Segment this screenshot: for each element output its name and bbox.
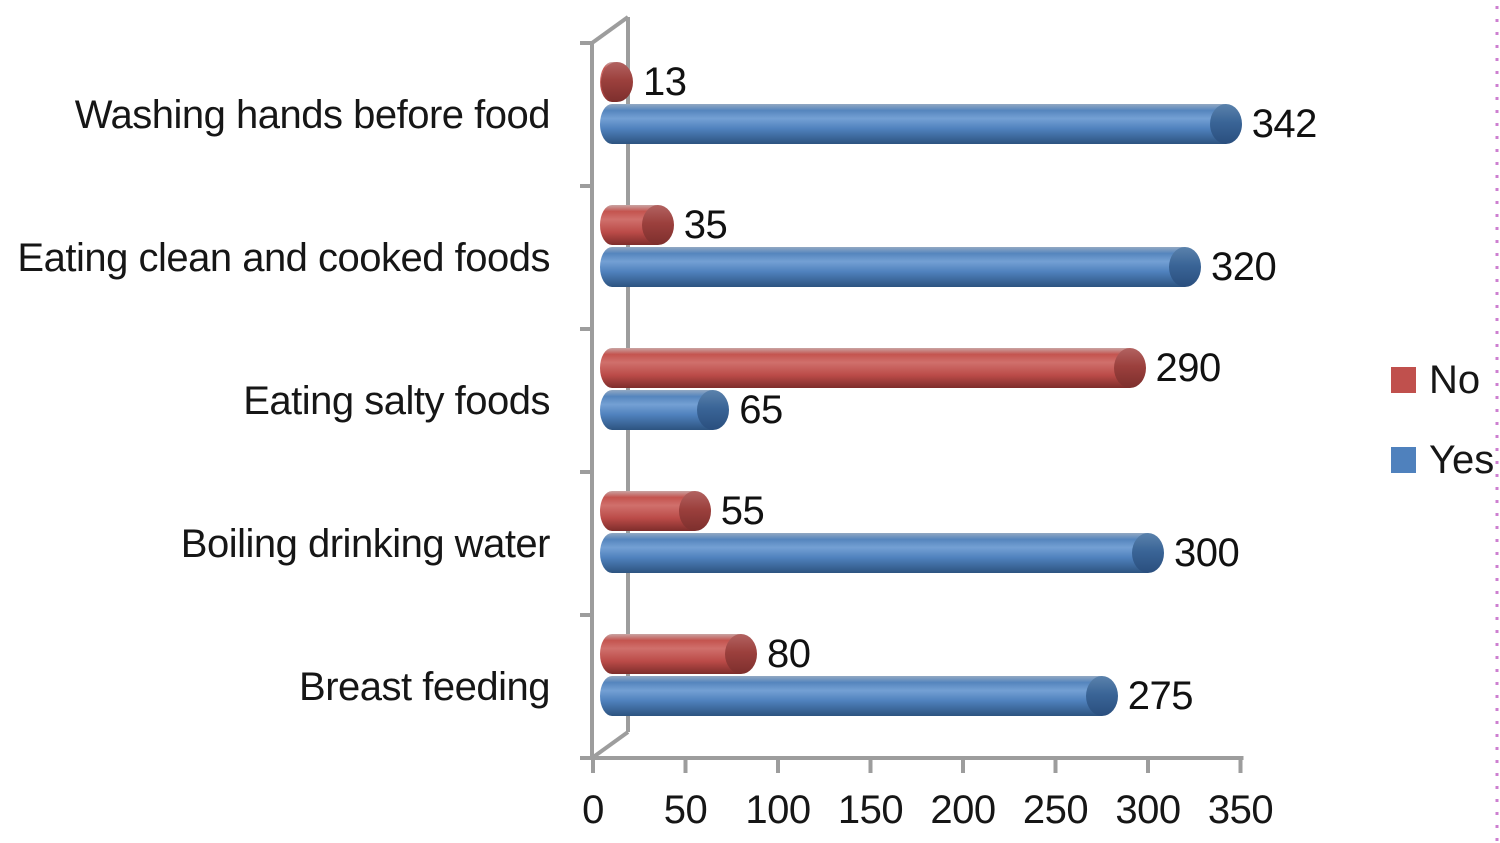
x-tick-label: 0 — [582, 788, 604, 832]
bar-no — [600, 633, 757, 674]
x-tick-label: 150 — [837, 788, 904, 832]
top-depth-line — [590, 15, 630, 45]
data-label-no: 55 — [720, 488, 765, 533]
legend-item-yes: Yes — [1391, 438, 1494, 482]
data-label-no: 35 — [683, 202, 728, 247]
bar-body-yes — [600, 246, 1185, 287]
legend-label: No — [1429, 358, 1481, 402]
category-label: Breast feeding — [299, 664, 550, 709]
data-label-yes: 65 — [739, 387, 783, 432]
bar-no — [600, 347, 1146, 388]
bar-end-cap-no — [678, 490, 711, 531]
bar-end-cap-yes — [697, 389, 730, 430]
data-label-no: 290 — [1155, 345, 1222, 390]
x-tick-label: 100 — [745, 788, 811, 832]
bar-end-cap-no — [1113, 347, 1146, 388]
bar-end-cap-no — [725, 633, 757, 674]
category-label: Eating clean and cooked foods — [17, 235, 550, 280]
x-tick-label: 200 — [930, 788, 996, 832]
data-label-yes: 342 — [1251, 101, 1318, 146]
bar-end-cap-no — [641, 204, 674, 245]
x-tick-label: 300 — [1115, 788, 1181, 832]
bar-yes — [600, 675, 1118, 716]
bar-yes — [600, 532, 1164, 573]
bar-end-cap-no — [601, 61, 634, 102]
legend-label: Yes — [1429, 438, 1495, 482]
bar-body-yes — [600, 532, 1148, 573]
bar-end-cap-yes — [1132, 532, 1164, 573]
x-tick-label: 350 — [1207, 788, 1274, 832]
category-label: Boiling drinking water — [180, 521, 551, 566]
bar-yes — [600, 103, 1242, 144]
data-label-yes: 300 — [1174, 530, 1240, 575]
bar-body-no — [600, 347, 1130, 388]
category-label: Eating salty foods — [243, 378, 550, 423]
category-label: Washing hands before food — [74, 92, 551, 137]
bar-no — [600, 204, 674, 245]
data-label-no: 13 — [643, 59, 687, 104]
bar-yes — [600, 389, 730, 430]
bar-body-yes — [600, 103, 1226, 144]
x-tick-label: 50 — [663, 788, 708, 832]
legend-item-no: No — [1391, 358, 1480, 402]
data-label-yes: 275 — [1127, 673, 1194, 718]
data-label-yes: 320 — [1211, 244, 1277, 289]
bar-end-cap-yes — [1169, 246, 1201, 287]
data-label-no: 80 — [767, 631, 811, 676]
bar-body-no — [600, 633, 741, 674]
bar-body-yes — [600, 389, 714, 430]
bar-yes — [600, 246, 1201, 287]
bar-body-yes — [600, 675, 1102, 716]
legend-swatch-no-icon — [1391, 367, 1416, 393]
legend-swatch-yes-icon — [1391, 447, 1416, 473]
bottom-depth-line — [590, 730, 630, 760]
bar-end-cap-yes — [1085, 675, 1118, 716]
bar-no — [600, 61, 634, 102]
x-tick-label: 250 — [1022, 788, 1089, 832]
bar-end-cap-yes — [1209, 103, 1242, 144]
bar-no — [600, 490, 711, 531]
